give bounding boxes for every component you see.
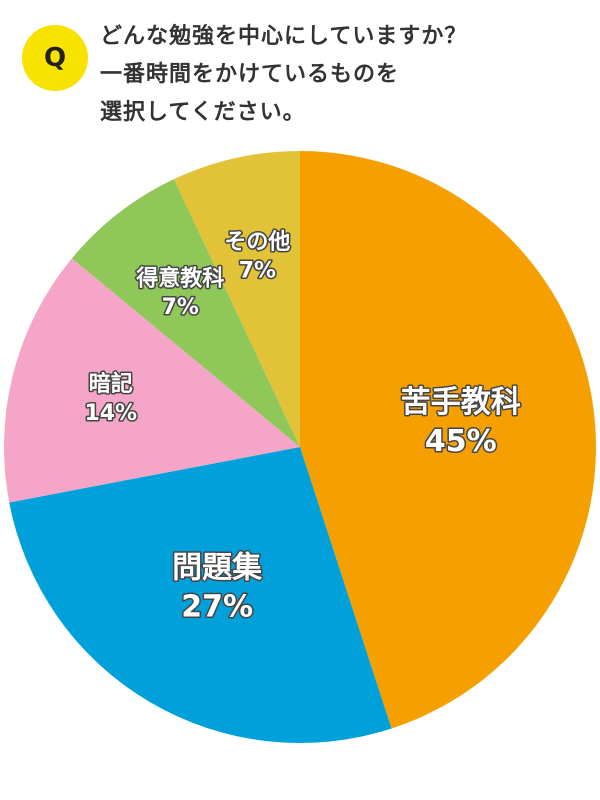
slice-value-label: 14% xyxy=(84,401,137,426)
pie-slice xyxy=(71,179,301,447)
slice-value-label: 27% xyxy=(181,590,253,625)
pie-slice xyxy=(300,151,597,729)
slice-label: 暗記 xyxy=(89,371,133,397)
slice-label: 得意教科 xyxy=(135,265,224,291)
slice-label: その他 xyxy=(224,230,290,255)
slice-value-label: 7% xyxy=(239,259,276,284)
pie-slice xyxy=(4,258,301,503)
question-badge: Q xyxy=(22,25,88,91)
slice-label: 苦手教科 xyxy=(401,385,521,420)
pie-slice xyxy=(9,447,392,744)
pie-slice xyxy=(173,151,300,447)
chart-title: どんな勉強を中心にしていますか？ 一番時間をかけているものを 選択してください。 xyxy=(100,24,468,125)
slice-value-label: 45% xyxy=(425,424,497,459)
slice-value-label: 7% xyxy=(162,295,199,320)
slice-label: 問題集 xyxy=(172,551,263,586)
